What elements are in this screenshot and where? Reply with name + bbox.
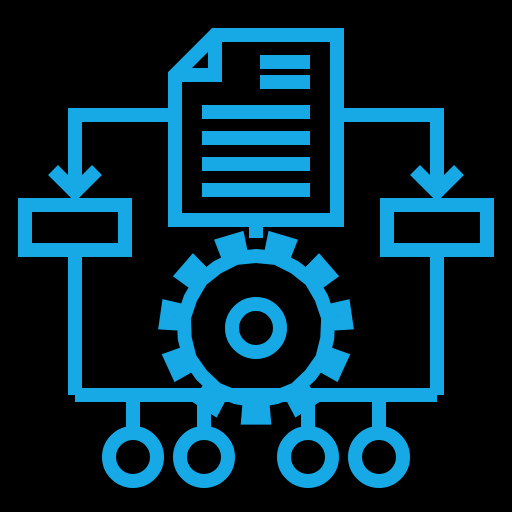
document-process-flow-icon bbox=[0, 0, 512, 512]
